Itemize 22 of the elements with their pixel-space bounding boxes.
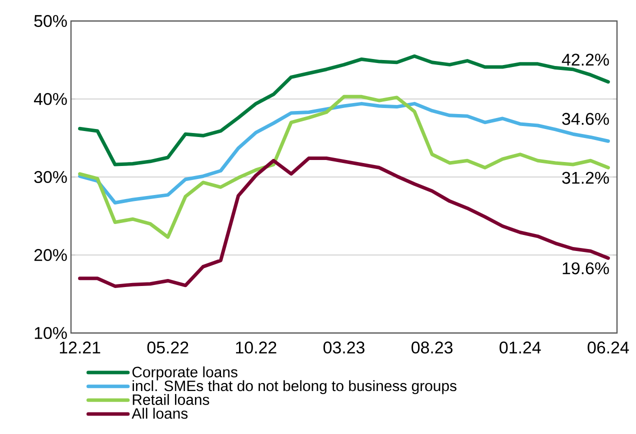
x-tick-label: 10.22: [236, 342, 276, 354]
y-tick-label: 50%: [34, 15, 67, 28]
x-tick-label: 01.24: [500, 342, 541, 354]
legend-label: Corporate loans: [132, 366, 238, 380]
y-tick-label: 30%: [34, 171, 67, 184]
annotation: 42.2%: [562, 54, 609, 66]
x-tick-label: 08.23: [412, 342, 453, 354]
line-series: [78, 54, 610, 166]
x-tick-label: 12.21: [60, 342, 100, 354]
y-tick-label: 20%: [34, 249, 67, 261]
legend-label: All loans: [132, 408, 188, 419]
annotation: 34.6%: [562, 112, 609, 125]
x-tick-label: 05.22: [147, 342, 188, 354]
x-tick-label: 03.23: [323, 342, 364, 354]
y-tick-label: 10%: [34, 327, 67, 339]
legend-label: Retail loans: [132, 394, 210, 405]
x-tick-label: 06.24: [588, 342, 629, 354]
legend-label: incl. SMEs that do not belong to business groups: [132, 380, 456, 394]
y-tick-label: 40%: [34, 93, 67, 106]
annotation: 31.2%: [562, 172, 609, 184]
annotation: 19.6%: [562, 262, 609, 274]
line-series: [78, 94, 610, 239]
